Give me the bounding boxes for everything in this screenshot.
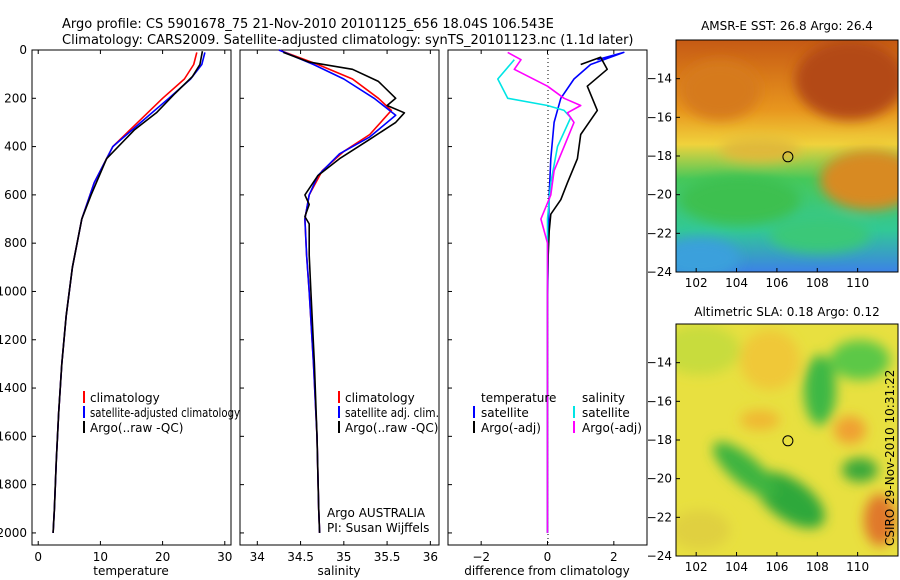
x-tick-label: 0	[544, 550, 552, 564]
temperature-legend: climatology satellite-adjusted climatolo…	[83, 391, 240, 435]
depth-axis: 0 200 400 600 800 1000 1200 1400 1600 1800 2000	[0, 43, 452, 540]
series-line-temperature-satellite	[546, 51, 625, 533]
legend-label-sal-argo: Argo(-adj)	[582, 421, 642, 435]
salinity-legend: climatology satellite adj. clim. Argo(..…	[327, 391, 439, 535]
legend-label-climatology: climatology	[90, 391, 160, 405]
lat-tick-label: −22	[647, 226, 672, 240]
difference-profiles	[496, 51, 625, 533]
lat-tick-label: −24	[647, 265, 672, 279]
temperature-profiles	[52, 51, 206, 533]
lon-tick-label: 102	[685, 276, 708, 290]
salinity-panel	[239, 49, 440, 546]
lon-tick-label: 110	[846, 560, 869, 574]
x-tick-label: 34	[250, 550, 265, 564]
lon-tick-label: 106	[765, 560, 788, 574]
salinity-axis-label: salinity	[317, 564, 360, 578]
lat-tick-label: −14	[647, 356, 672, 370]
pi-label: PI: Susan Wijffels	[327, 521, 429, 535]
lon-tick-label: 108	[806, 276, 829, 290]
sla-map-image	[676, 324, 898, 556]
lat-tick-label: −16	[647, 394, 672, 408]
legend-label-temp-argo: Argo(-adj)	[481, 421, 541, 435]
lon-tick-label: 108	[806, 560, 829, 574]
salinity-profiles	[278, 49, 406, 533]
lat-tick-label: −24	[647, 549, 672, 563]
x-tick-label: 2	[610, 550, 618, 564]
depth-tick-label: 1600	[0, 429, 27, 443]
x-tick-label: 36	[423, 550, 438, 564]
legend-label-temp-satellite: satellite	[481, 406, 529, 420]
depth-tick-label: 400	[4, 140, 27, 154]
lon-tick-label: 102	[685, 560, 708, 574]
lat-tick-label: −22	[647, 510, 672, 524]
difference-x-axis: −2 0 2	[472, 50, 618, 564]
depth-tick-label: 1400	[0, 381, 27, 395]
x-tick-label: 35	[336, 550, 351, 564]
series-line-salinity-argo-adj	[507, 51, 582, 533]
temperature-axis-label: temperature	[93, 564, 168, 578]
legend-title-temperature: temperature	[481, 391, 556, 405]
x-tick-label: 30	[217, 550, 232, 564]
depth-tick-label: 1800	[0, 478, 27, 492]
x-tick-label: 10	[93, 550, 108, 564]
lat-tick-label: −14	[647, 72, 672, 86]
depth-tick-label: 0	[19, 43, 27, 57]
legend-label-climatology: climatology	[345, 391, 415, 405]
series-line-argo-raw-qc	[283, 51, 406, 533]
argo-program-label: Argo AUSTRALIA	[327, 506, 426, 520]
x-tick-label: 0	[34, 550, 42, 564]
salinity-x-axis: 34 34.5 35 35.5 36	[250, 50, 438, 564]
depth-tick-label: 1000	[0, 284, 27, 298]
depth-tick-label: 200	[4, 91, 27, 105]
series-line-satellite-adjusted-climatology	[52, 52, 206, 533]
lat-tick-label: −16	[647, 110, 672, 124]
series-line-satellite-adj-clim	[278, 49, 397, 533]
timestamp-stamp: CSIRO 29-Nov-2010 10:31:22	[883, 370, 897, 546]
lat-tick-label: −20	[647, 472, 672, 486]
depth-tick-label: 1200	[0, 333, 27, 347]
sst-argo-location-marker	[782, 151, 794, 163]
series-line-temperature-argo-adj	[546, 56, 609, 533]
x-tick-label: −2	[472, 550, 490, 564]
title-line-2: Climatology: CARS2009. Satellite-adjuste…	[62, 33, 634, 48]
lon-tick-label: 104	[725, 276, 748, 290]
legend-label-sal-satellite: satellite	[582, 406, 630, 420]
lon-tick-label: 106	[765, 276, 788, 290]
depth-tick-label: 800	[4, 236, 27, 250]
difference-legend: temperature satellite Argo(-adj) salinit…	[473, 391, 642, 435]
series-line-argo-raw-qc	[52, 51, 204, 533]
x-tick-label: 20	[155, 550, 170, 564]
difference-axis-label: difference from climatology	[464, 564, 630, 578]
lat-tick-label: −18	[647, 433, 672, 447]
sla-map-axes: 102 104 106 108 110 −14 −16 −18 −20 −22 −24	[647, 356, 869, 574]
legend-label-satellite: satellite-adjusted climatology	[90, 406, 240, 420]
legend-label-argo: Argo(..raw -QC)	[90, 421, 183, 435]
sla-argo-location-marker	[782, 435, 794, 447]
series-line-climatology	[52, 52, 198, 533]
lat-tick-label: −20	[647, 188, 672, 202]
depth-tick-label: 2000	[0, 526, 27, 540]
legend-label-satellite: satellite adj. clim.	[345, 406, 439, 420]
x-tick-label: 34.5	[287, 550, 314, 564]
x-tick-label: 35.5	[374, 550, 401, 564]
lon-tick-label: 110	[846, 276, 869, 290]
legend-label-argo: Argo(..raw -QC)	[345, 421, 438, 435]
sst-map-title: AMSR-E SST: 26.8 Argo: 26.4	[701, 19, 873, 33]
series-line-salinity-satellite	[496, 59, 572, 533]
sst-map-image	[676, 40, 898, 272]
depth-tick-label: 600	[4, 188, 27, 202]
lat-tick-label: −18	[647, 149, 672, 163]
sst-map-axes: 102 104 106 108 110 −14 −16 −18 −20 −22 −24	[647, 72, 869, 290]
title-line-1: Argo profile: CS 5901678_75 21-Nov-2010 …	[62, 17, 554, 32]
sla-map-title: Altimetric SLA: 0.18 Argo: 0.12	[694, 305, 879, 319]
temperature-x-axis: 0 10 20 30	[34, 50, 232, 564]
lon-tick-label: 104	[725, 560, 748, 574]
series-line-climatology	[278, 49, 393, 533]
temperature-panel	[31, 49, 232, 546]
legend-title-salinity: salinity	[582, 391, 625, 405]
